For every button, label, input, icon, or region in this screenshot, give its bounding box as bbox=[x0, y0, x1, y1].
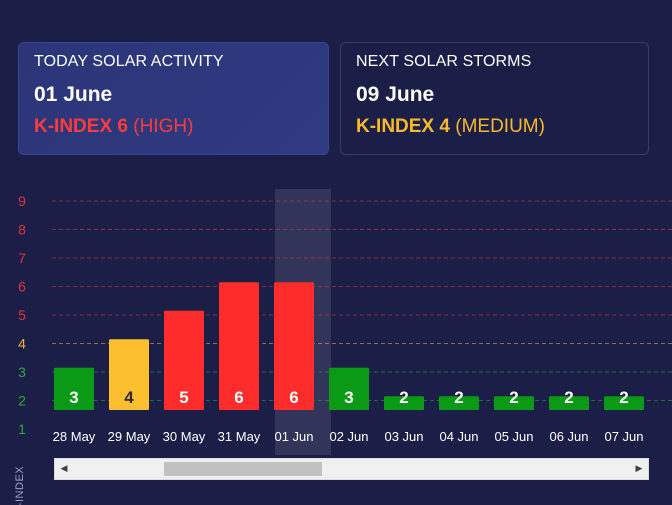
bar bbox=[164, 310, 204, 410]
x-tick-label: 03 Jun bbox=[384, 429, 423, 444]
y-tick-label: 6 bbox=[18, 279, 26, 295]
bar-value-label: 4 bbox=[124, 388, 134, 407]
next-card-heading: NEXT SOLAR STORMS bbox=[356, 53, 532, 70]
today-solar-activity-card: TODAY SOLAR ACTIVITY 01 June K-INDEX 6 (… bbox=[18, 42, 329, 155]
x-tick-label: 04 Jun bbox=[439, 429, 478, 444]
today-card-date: 01 June bbox=[34, 83, 113, 106]
kindex-chart: 1 2 3 4 5 6 7 8 9 3 4 5 6 6 3 2 2 2 2 2 28 May 29 May 30 May 31… bbox=[0, 180, 672, 505]
bar bbox=[54, 367, 94, 410]
x-tick-label: 29 May bbox=[108, 429, 151, 444]
x-tick-label: 05 Jun bbox=[494, 429, 533, 444]
x-tick-label: 30 May bbox=[163, 429, 206, 444]
bar bbox=[494, 396, 534, 410]
today-kindex-level: (HIGH) bbox=[127, 116, 194, 137]
y-tick-label: 7 bbox=[18, 250, 26, 266]
bar-value-label: 6 bbox=[289, 388, 298, 407]
y-tick-label: 1 bbox=[18, 421, 26, 437]
bar bbox=[329, 367, 369, 410]
y-tick-label: 9 bbox=[18, 193, 26, 209]
bar-value-label: 2 bbox=[399, 388, 408, 407]
bar-value-label: 2 bbox=[564, 388, 573, 407]
today-kindex-value: K-INDEX 6 bbox=[34, 116, 128, 137]
bar-value-label: 3 bbox=[69, 388, 78, 407]
chart-horizontal-scrollbar[interactable]: ◀ ▶ bbox=[54, 458, 649, 480]
today-card-heading: TODAY SOLAR ACTIVITY bbox=[34, 53, 224, 70]
scroll-right-arrow-icon[interactable]: ▶ bbox=[635, 464, 643, 474]
x-tick-label: 06 Jun bbox=[549, 429, 588, 444]
bar-value-label: 2 bbox=[619, 388, 628, 407]
bar-value-label: 5 bbox=[179, 388, 188, 407]
bar-value-label: 2 bbox=[454, 388, 463, 407]
y-tick-label: 4 bbox=[18, 336, 26, 352]
next-kindex-value: K-INDEX 4 bbox=[356, 116, 450, 137]
scroll-left-arrow-icon[interactable]: ◀ bbox=[60, 464, 68, 474]
bar-value-label: 3 bbox=[344, 388, 353, 407]
x-tick-label: 07 Jun bbox=[604, 429, 643, 444]
x-tick-label: 31 May bbox=[218, 429, 261, 444]
y-tick-label: 5 bbox=[18, 307, 26, 323]
bar bbox=[604, 396, 644, 410]
bar bbox=[439, 396, 479, 410]
next-kindex-level: (MEDIUM) bbox=[449, 116, 545, 137]
bar bbox=[549, 396, 589, 410]
x-tick-label: 28 May bbox=[53, 429, 96, 444]
y-axis-label: K-INDEX bbox=[14, 465, 26, 505]
y-tick-label: 2 bbox=[18, 393, 26, 409]
bar-value-label: 6 bbox=[234, 388, 243, 407]
bar bbox=[384, 396, 424, 410]
x-tick-label: 02 Jun bbox=[329, 429, 368, 444]
kindex-chart-svg: 1 2 3 4 5 6 7 8 9 3 4 5 6 6 3 2 2 2 2 2 28 May 29 May 30 May 31… bbox=[18, 189, 672, 455]
x-tick-label: 01 Jun bbox=[274, 429, 313, 444]
next-solar-storms-card: NEXT SOLAR STORMS 09 June K-INDEX 4 (MED… bbox=[340, 42, 649, 155]
bar bbox=[274, 282, 314, 410]
bar bbox=[109, 339, 149, 410]
next-card-date: 09 June bbox=[356, 83, 435, 106]
y-tick-label: 8 bbox=[18, 222, 26, 238]
today-card-kindex: K-INDEX 6 (HIGH) bbox=[34, 116, 313, 138]
next-card-kindex: K-INDEX 4 (MEDIUM) bbox=[356, 116, 633, 138]
scrollbar-thumb[interactable] bbox=[164, 462, 322, 476]
bar-value-label: 2 bbox=[509, 388, 518, 407]
y-tick-label: 3 bbox=[18, 364, 26, 380]
bar bbox=[219, 282, 259, 410]
